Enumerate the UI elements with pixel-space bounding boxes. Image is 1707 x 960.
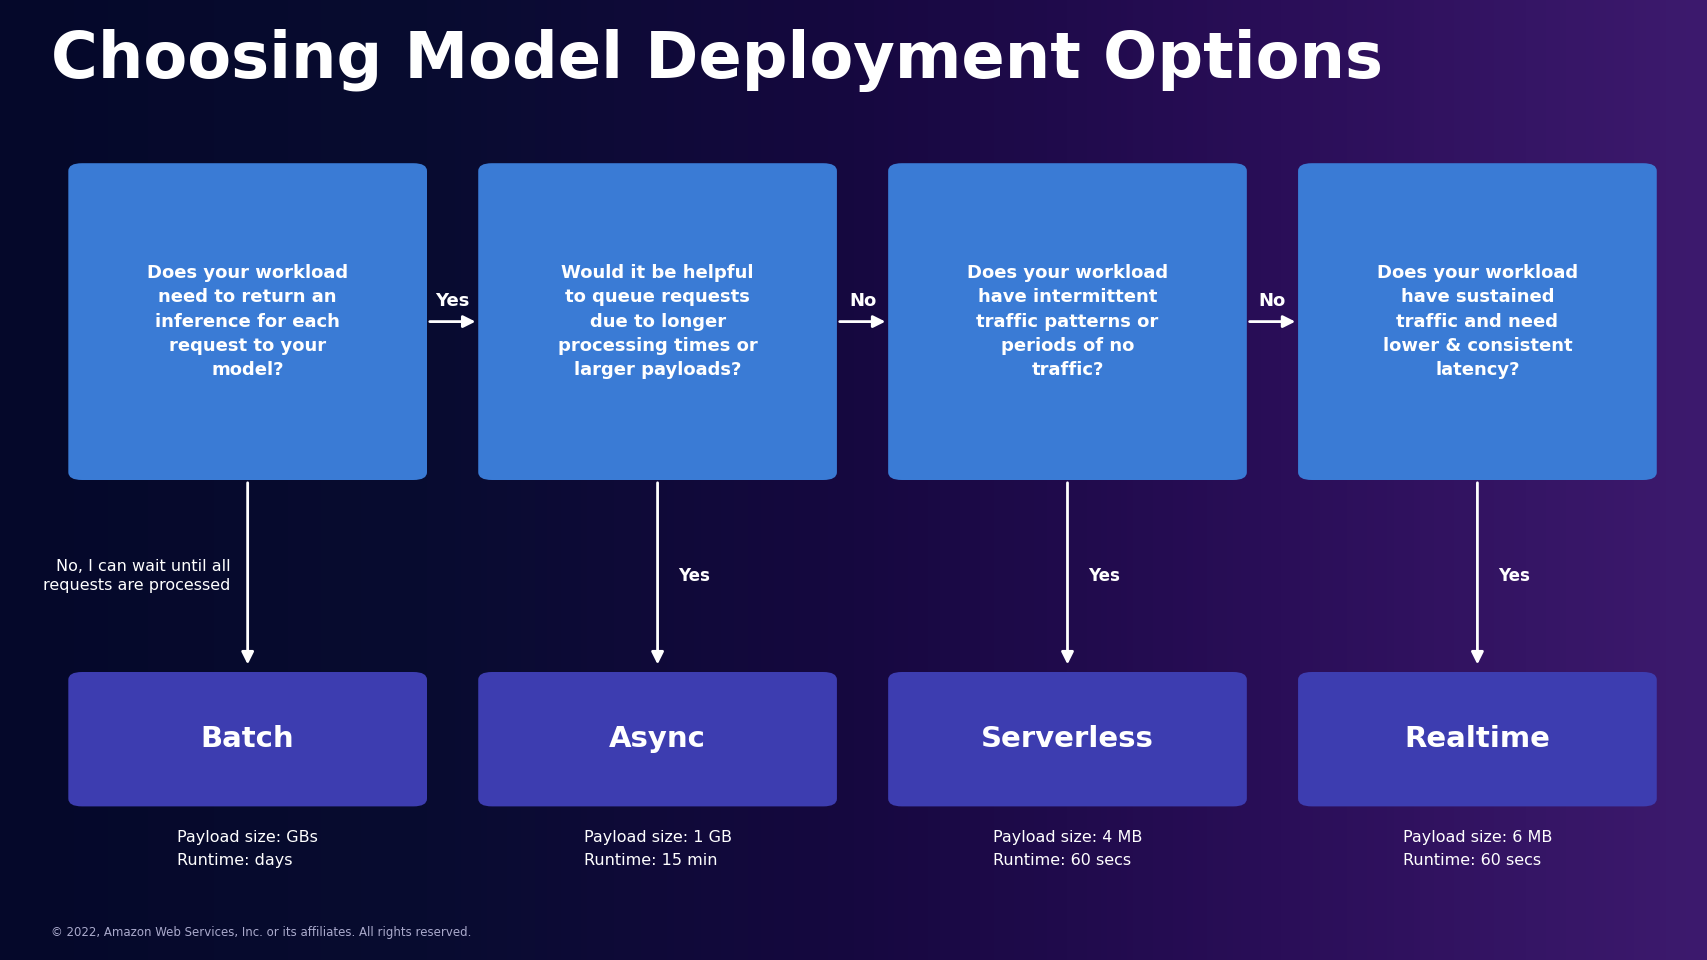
- Text: Payload size: GBs
Runtime: days: Payload size: GBs Runtime: days: [178, 830, 318, 868]
- Text: Async: Async: [609, 725, 705, 754]
- FancyBboxPatch shape: [1297, 672, 1656, 806]
- Text: Yes: Yes: [435, 292, 469, 310]
- Text: Yes: Yes: [1087, 567, 1120, 585]
- FancyBboxPatch shape: [888, 163, 1246, 480]
- FancyBboxPatch shape: [68, 672, 427, 806]
- Text: Does your workload
have sustained
traffic and need
lower & consistent
latency?: Does your workload have sustained traffi…: [1376, 264, 1577, 379]
- Text: Realtime: Realtime: [1403, 725, 1550, 754]
- Text: Yes: Yes: [678, 567, 710, 585]
- Text: No, I can wait until all
requests are processed: No, I can wait until all requests are pr…: [43, 559, 230, 593]
- FancyBboxPatch shape: [1297, 163, 1656, 480]
- FancyBboxPatch shape: [478, 163, 836, 480]
- Text: Yes: Yes: [1497, 567, 1529, 585]
- Text: Payload size: 6 MB
Runtime: 60 secs: Payload size: 6 MB Runtime: 60 secs: [1401, 830, 1552, 868]
- Text: Does your workload
need to return an
inference for each
request to your
model?: Does your workload need to return an inf…: [147, 264, 348, 379]
- Text: No: No: [848, 292, 876, 310]
- Text: © 2022, Amazon Web Services, Inc. or its affiliates. All rights reserved.: © 2022, Amazon Web Services, Inc. or its…: [51, 925, 471, 939]
- FancyBboxPatch shape: [888, 672, 1246, 806]
- Text: No: No: [1258, 292, 1285, 310]
- FancyBboxPatch shape: [68, 163, 427, 480]
- Text: Batch: Batch: [201, 725, 294, 754]
- Text: Payload size: 1 GB
Runtime: 15 min: Payload size: 1 GB Runtime: 15 min: [584, 830, 731, 868]
- FancyBboxPatch shape: [478, 672, 836, 806]
- Text: Does your workload
have intermittent
traffic patterns or
periods of no
traffic?: Does your workload have intermittent tra…: [966, 264, 1168, 379]
- Text: Payload size: 4 MB
Runtime: 60 secs: Payload size: 4 MB Runtime: 60 secs: [992, 830, 1142, 868]
- Text: Would it be helpful
to queue requests
due to longer
processing times or
larger p: Would it be helpful to queue requests du…: [558, 264, 756, 379]
- Text: Choosing Model Deployment Options: Choosing Model Deployment Options: [51, 29, 1383, 92]
- Text: Serverless: Serverless: [980, 725, 1154, 754]
